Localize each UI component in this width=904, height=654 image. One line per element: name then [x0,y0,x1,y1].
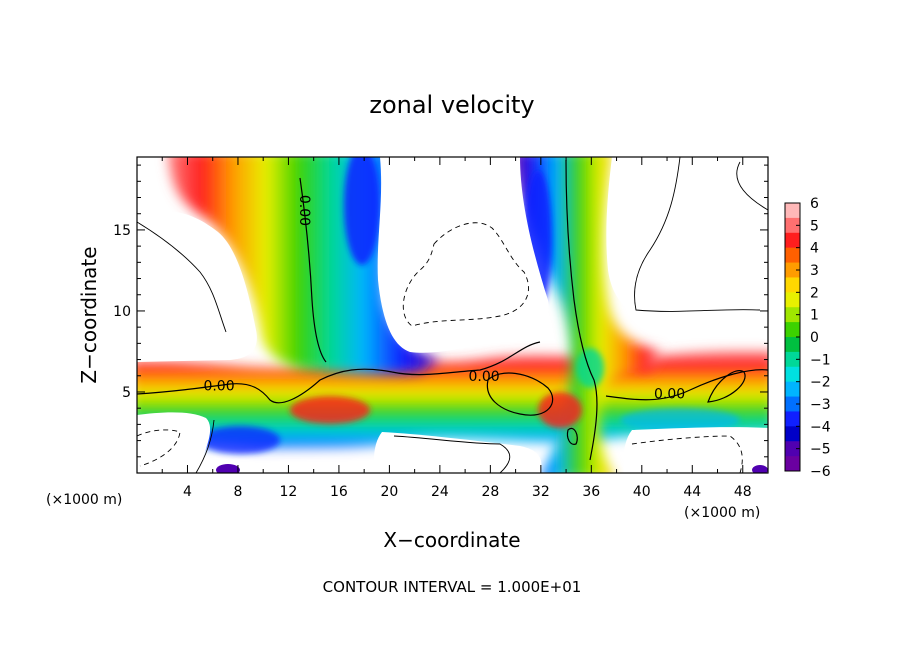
colorbar-label: −6 [810,464,831,480]
field-spot-purple-2 [752,465,768,473]
y-axis-label: Z−coordinate [77,246,101,383]
y-tick-label: 10 [113,304,131,320]
clear-region-lower-mid [374,432,542,473]
x-tick-label: 24 [431,484,449,500]
contour-lines [137,157,768,473]
colorbar-swatch [785,292,800,308]
x-tick-label: 48 [734,484,752,500]
colorbar-label: 2 [810,285,819,301]
colorbar-swatch [785,396,800,412]
field-spot-purple-1 [216,464,240,473]
clear-region-lower-left [137,412,211,473]
colorbar-label: 1 [810,308,819,324]
colorbar-label: −3 [810,397,831,413]
colorbar-label: −1 [810,352,831,368]
colorbar-label: 4 [810,241,819,257]
colorbar-swatch [785,232,800,249]
colorbar-swatch [785,247,800,264]
contour-zero-low-mid [391,341,541,376]
clear-regions [137,157,768,473]
x-tick-label: 16 [330,484,348,500]
contour-label: 0.00 [468,369,499,385]
colorbar-swatch [785,307,800,323]
colorbar-swatch [785,366,800,383]
x-unit-label-right: (×1000 m) [684,505,760,521]
contour-label-group: 0.00 [468,369,499,385]
contour-dashed-lower-right [631,435,743,473]
colorbar: 6 5 4 3 2 1 0 −1 −2 −3 −4 −5 −6 [784,196,831,480]
colorbar-swatch [785,337,800,353]
x-tick-label: 44 [683,484,701,500]
colorbar-label: −4 [810,419,831,435]
colorbar-swatch [785,426,800,442]
field-patch-blue-1 [200,426,280,454]
x-tick-label: 8 [233,484,242,500]
field-core-min-left [344,157,380,265]
colorbar-swatch [785,262,800,278]
colorbar-label: 6 [810,196,819,212]
colorbar-label: 3 [810,263,819,279]
x-axis-label: X−coordinate [383,528,520,552]
contour-label: 0.00 [654,387,685,403]
colorbar-swatch [785,322,800,338]
field-patch-blue-3 [576,348,604,388]
field-patch-blue-2 [620,408,740,432]
contour-zero-low-right [605,369,768,401]
colorbar-label: 5 [810,218,819,234]
colorbar-swatch [785,351,800,368]
contour-thin-lower-mid [393,435,511,473]
colorbar-swatch [785,217,800,234]
contour-zero-right-vertical [565,159,598,461]
contour-label-group: 0.00 [296,195,312,226]
x-axis-ticks: 4 8 12 16 20 24 28 32 36 40 44 48 [161,157,752,500]
clear-region-lower-right [623,427,768,473]
contour-label-group: 0.00 [654,387,685,403]
y-tick-label: 15 [113,223,131,239]
colorbar-swatch [785,277,800,293]
contour-interval-note: CONTOUR INTERVAL = 1.000E+01 [323,578,582,596]
contour-thin-lower-left [195,419,215,473]
velocity-field [137,157,768,473]
clear-region-right-upper [606,157,768,340]
contour-thin-right-upper [634,157,761,312]
contour-dashed-lower-left [137,429,181,467]
clear-region-left-upper [137,211,257,362]
x-unit-label-left: (×1000 m) [46,492,122,508]
contour-label: 0.00 [296,195,312,226]
colorbar-label: 0 [810,330,819,346]
contour-label-group: 0.00 [203,378,234,394]
x-tick-label: 40 [633,484,651,500]
x-tick-label: 4 [183,484,192,500]
colorbar-label: −2 [810,375,831,391]
chart-title: zonal velocity [369,91,534,119]
colorbar-swatch [785,441,800,457]
contour-zero-loop-mid [486,372,554,416]
contour-zero-left-vertical [299,177,327,363]
y-axis-ticks: 5 10 15 [113,164,768,458]
x-tick-label: 36 [582,484,600,500]
field-patch-red-2 [538,392,582,428]
clear-region-center [377,157,549,353]
contour-dashed-center [402,222,529,327]
x-tick-label: 28 [481,484,499,500]
field-patch-red-1 [290,396,370,424]
x-tick-label: 32 [532,484,550,500]
y-tick-label: 5 [122,385,131,401]
contour-labels: 0.00 0.00 0.00 0.00 [203,195,685,403]
contour-label: 0.00 [203,378,234,394]
contour-small-loop [566,427,578,445]
colorbar-swatch [785,411,800,427]
colorbar-swatch [785,381,800,398]
x-tick-label: 12 [280,484,298,500]
contour-zero-low-left [137,368,393,404]
contour-thin-right-edge [736,161,768,211]
colorbar-swatch [785,203,800,219]
contour-thin-left-upper [137,221,227,333]
x-tick-label: 20 [380,484,398,500]
colorbar-swatch [785,456,800,472]
colorbar-label: −5 [810,442,831,458]
plot-frame [136,156,769,474]
